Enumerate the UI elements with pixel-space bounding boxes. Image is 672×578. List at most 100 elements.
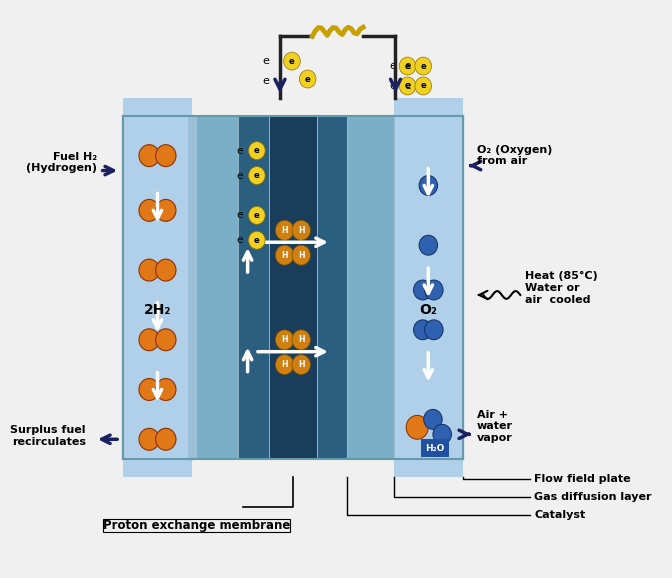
Text: O₂ (Oxygen)
from air: O₂ (Oxygen) from air xyxy=(477,145,552,166)
Bar xyxy=(394,98,463,116)
Circle shape xyxy=(425,320,443,340)
Circle shape xyxy=(139,329,159,351)
Circle shape xyxy=(292,245,310,265)
Bar xyxy=(192,116,239,459)
Text: Catalyst: Catalyst xyxy=(534,510,585,520)
Text: H: H xyxy=(298,251,304,260)
Circle shape xyxy=(425,280,443,300)
Circle shape xyxy=(413,280,432,300)
Text: e: e xyxy=(237,235,243,245)
Circle shape xyxy=(139,144,159,166)
Bar xyxy=(269,116,317,459)
Text: e: e xyxy=(389,61,396,71)
Circle shape xyxy=(292,220,310,240)
Circle shape xyxy=(276,330,294,350)
Text: e: e xyxy=(405,81,411,91)
Bar xyxy=(421,439,449,457)
Text: H: H xyxy=(298,226,304,235)
Bar xyxy=(347,116,394,459)
Bar xyxy=(394,459,463,477)
Text: 2H₂: 2H₂ xyxy=(144,303,171,317)
Text: O₂: O₂ xyxy=(419,303,437,317)
Text: Gas diffusion layer: Gas diffusion layer xyxy=(534,492,652,502)
Text: e: e xyxy=(254,236,259,244)
Text: Flow field plate: Flow field plate xyxy=(534,474,631,484)
Bar xyxy=(239,116,269,459)
Text: e: e xyxy=(405,81,411,91)
Circle shape xyxy=(433,424,452,444)
Circle shape xyxy=(415,57,431,75)
Bar xyxy=(123,98,192,116)
Text: e: e xyxy=(262,76,269,86)
Text: e: e xyxy=(237,146,243,155)
Text: e: e xyxy=(254,146,259,155)
Bar xyxy=(394,116,463,459)
Circle shape xyxy=(276,355,294,375)
Text: e: e xyxy=(389,81,396,91)
Bar xyxy=(123,116,463,459)
Bar xyxy=(123,116,192,459)
Circle shape xyxy=(156,379,176,401)
Text: H₂O: H₂O xyxy=(425,444,444,453)
Circle shape xyxy=(292,355,310,375)
Circle shape xyxy=(156,259,176,281)
Text: H: H xyxy=(282,335,288,344)
Text: e: e xyxy=(405,62,411,71)
Text: Heat (85°C)
Water or
air  cooled: Heat (85°C) Water or air cooled xyxy=(525,271,597,305)
Text: Proton exchange membrane: Proton exchange membrane xyxy=(103,519,290,532)
Bar xyxy=(392,114,465,461)
Bar xyxy=(187,116,197,459)
Text: Air +
water
vapor: Air + water vapor xyxy=(477,410,513,443)
Text: e: e xyxy=(254,211,259,220)
Text: e: e xyxy=(289,57,295,65)
Bar xyxy=(121,114,194,461)
Circle shape xyxy=(292,330,310,350)
Bar xyxy=(347,116,394,459)
Circle shape xyxy=(413,320,432,340)
Text: H: H xyxy=(282,360,288,369)
Circle shape xyxy=(249,206,265,224)
Bar xyxy=(239,116,269,459)
Bar xyxy=(394,116,463,459)
Text: e: e xyxy=(254,171,259,180)
Circle shape xyxy=(276,245,294,265)
Circle shape xyxy=(156,428,176,450)
Text: e: e xyxy=(237,210,243,220)
Circle shape xyxy=(415,77,431,95)
Circle shape xyxy=(249,166,265,184)
Circle shape xyxy=(139,199,159,221)
Circle shape xyxy=(406,416,428,439)
Text: H: H xyxy=(282,226,288,235)
Circle shape xyxy=(419,176,437,195)
Circle shape xyxy=(249,142,265,160)
Text: H: H xyxy=(298,335,304,344)
Text: e: e xyxy=(237,171,243,180)
Circle shape xyxy=(284,52,300,70)
Bar xyxy=(317,116,347,459)
Bar xyxy=(123,459,192,477)
Bar xyxy=(269,116,317,459)
Circle shape xyxy=(419,235,437,255)
Text: Fuel H₂
(Hydrogen): Fuel H₂ (Hydrogen) xyxy=(26,152,97,173)
Bar xyxy=(317,116,347,459)
Circle shape xyxy=(156,199,176,221)
Circle shape xyxy=(423,409,442,429)
Circle shape xyxy=(399,57,416,75)
Text: e: e xyxy=(421,81,426,91)
Circle shape xyxy=(276,220,294,240)
Bar xyxy=(123,116,192,459)
Text: e: e xyxy=(305,75,310,83)
Circle shape xyxy=(399,77,416,95)
Circle shape xyxy=(156,329,176,351)
Bar xyxy=(192,116,239,459)
Text: H: H xyxy=(282,251,288,260)
Circle shape xyxy=(249,231,265,249)
Circle shape xyxy=(139,379,159,401)
Circle shape xyxy=(139,259,159,281)
Text: Surplus fuel
recirculates: Surplus fuel recirculates xyxy=(10,425,86,447)
Text: e: e xyxy=(405,61,411,71)
Text: H: H xyxy=(298,360,304,369)
Text: e: e xyxy=(421,62,426,71)
Circle shape xyxy=(156,144,176,166)
Circle shape xyxy=(139,428,159,450)
